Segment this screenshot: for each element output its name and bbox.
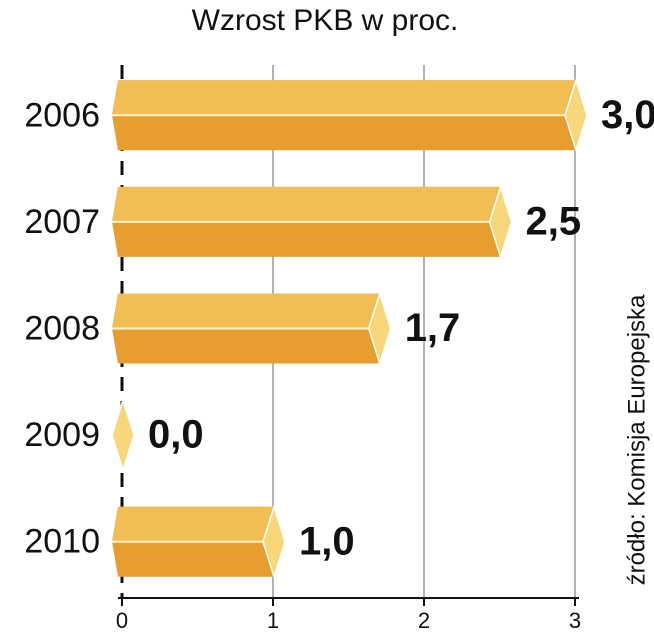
x-tick-label: 1	[267, 608, 279, 633]
source-note: źródło: Komisja Europejska	[623, 294, 650, 585]
bar-cap	[367, 290, 392, 367]
y-tick-label: 2010	[24, 523, 100, 561]
chart-title: Wzrost PKB w proc.	[192, 4, 459, 37]
y-tick-label: 2008	[24, 309, 100, 347]
value-label: 1,0	[299, 519, 355, 563]
x-tick-label: 2	[418, 608, 430, 633]
y-tick-label: 2006	[24, 96, 100, 134]
bar-highlight	[112, 186, 500, 222]
bar-cap	[262, 504, 286, 580]
y-tick-label: 2007	[24, 203, 100, 241]
bar-highlight	[112, 80, 575, 116]
x-tick-label: 3	[569, 608, 581, 633]
y-tick-label: 2009	[24, 416, 100, 454]
x-tick-label: 0	[116, 608, 128, 633]
bar-cap	[111, 397, 135, 473]
bar-cap	[564, 77, 588, 153]
bar-highlight	[112, 293, 379, 329]
value-label: 1,7	[405, 306, 461, 350]
value-label: 2,5	[526, 199, 582, 243]
value-label: 3,0	[601, 93, 654, 137]
value-label: 0,0	[148, 413, 204, 457]
bar-cap	[488, 184, 513, 260]
bar-highlight	[112, 506, 273, 542]
